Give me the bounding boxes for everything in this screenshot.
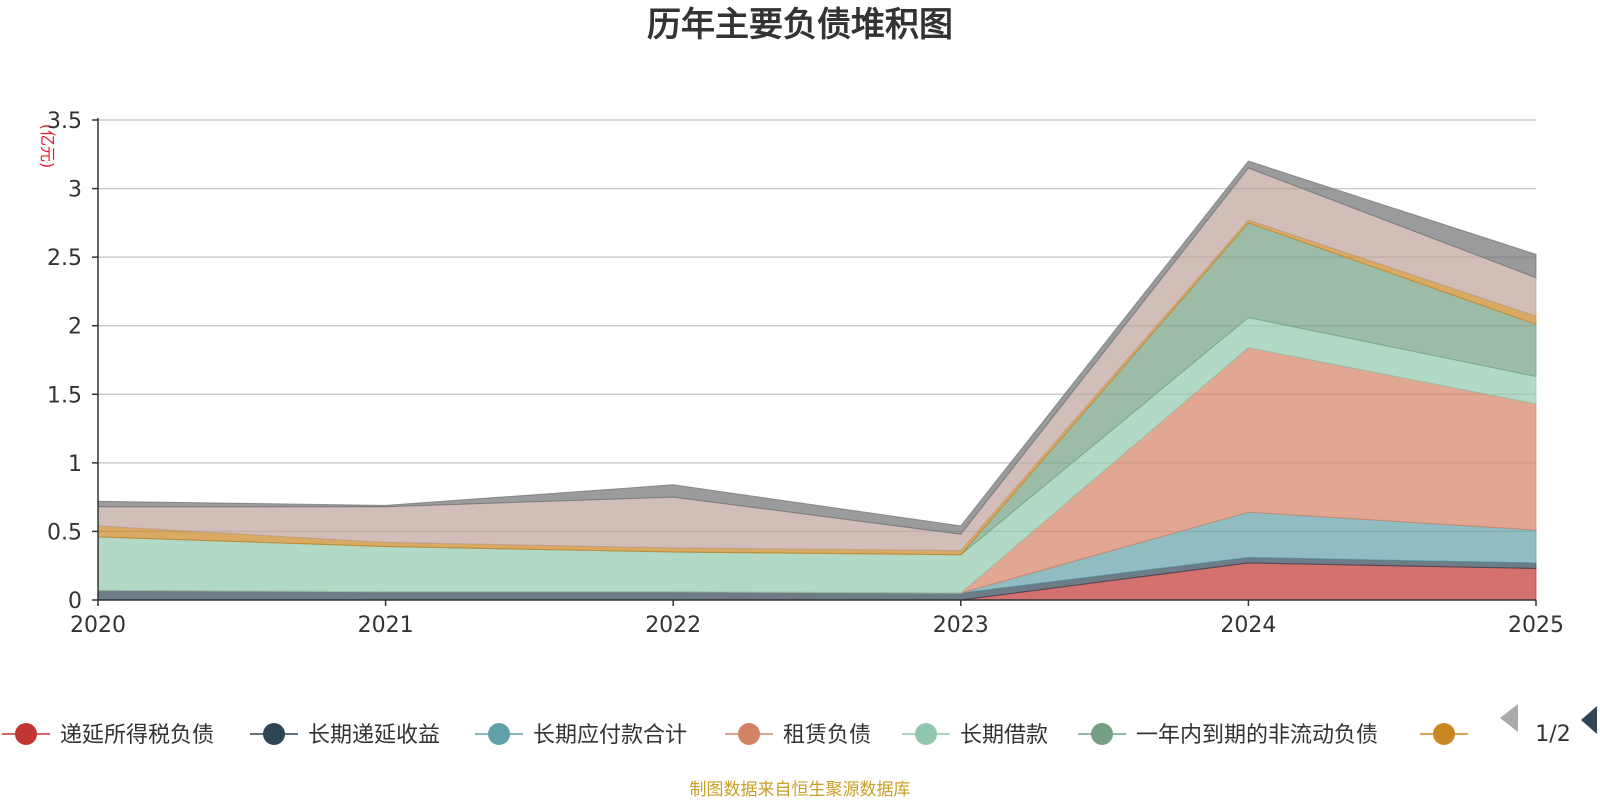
legend-item-5[interactable]: 长期借款 (902, 723, 1048, 748)
axes: 0 0.5 1 1.5 2 2.5 3 3.5 2020 2021 2022 2023 2024 2025 (47, 109, 1564, 638)
legend-marker (1433, 723, 1455, 745)
legend-marker (1091, 723, 1113, 745)
legend-item-4[interactable]: 租赁负债 (725, 723, 871, 748)
x-tick-label: 2024 (1220, 613, 1276, 638)
legend-marker (15, 723, 37, 745)
legend-item-7[interactable] (1420, 723, 1468, 745)
legend-pager: 1/2 (1500, 704, 1597, 747)
x-tick-label: 2023 (933, 613, 989, 638)
legend-marker (738, 723, 760, 745)
x-tick-label: 2022 (645, 613, 701, 638)
area-series-group (97, 160, 1537, 601)
x-tick-label: 2025 (1508, 613, 1564, 638)
y-tick-label: 3 (68, 178, 82, 203)
legend-item-2[interactable]: 长期递延收益 (250, 723, 440, 748)
legend-item-6[interactable]: 一年内到期的非流动负债 (1078, 723, 1378, 748)
y-tick-label: 1.5 (47, 383, 82, 408)
legend-label: 一年内到期的非流动负债 (1136, 723, 1378, 748)
y-tick-label: 0.5 (47, 520, 82, 545)
legend-label: 递延所得税负债 (60, 723, 214, 748)
y-tick-label: 0 (68, 589, 82, 614)
legend-label: 长期借款 (960, 723, 1048, 748)
triangle-right-icon[interactable] (1581, 706, 1597, 734)
y-tick-label: 2.5 (47, 246, 82, 271)
y-axis-unit-label: (亿元) (38, 124, 57, 169)
legend-marker (915, 723, 937, 745)
y-tick-label: 1 (68, 452, 82, 477)
data-source-note: 制图数据来自恒生聚源数据库 (690, 780, 911, 800)
area-series-9[interactable] (97, 160, 1537, 535)
legend-label: 长期递延收益 (308, 723, 440, 748)
legend-marker (488, 723, 510, 745)
x-tick-label: 2020 (70, 613, 126, 638)
x-tick-label: 2021 (358, 613, 414, 638)
legend-page-indicator: 1/2 (1535, 722, 1570, 747)
legend-item-3[interactable]: 长期应付款合计 (475, 723, 687, 748)
legend-marker (263, 723, 285, 745)
legend: 递延所得税负债 长期递延收益 长期应付款合计 租赁负债 长期借款 一年内到期的非流动负债 (2, 723, 1468, 748)
y-tick-label: 3.5 (47, 109, 82, 134)
legend-item-1[interactable]: 递延所得税负债 (2, 723, 214, 748)
y-tick-label: 2 (68, 315, 82, 340)
chart-title: 历年主要负债堆积图 (647, 5, 953, 45)
legend-label: 租赁负债 (783, 723, 871, 748)
legend-label: 长期应付款合计 (533, 723, 687, 748)
triangle-left-icon[interactable] (1500, 704, 1518, 732)
